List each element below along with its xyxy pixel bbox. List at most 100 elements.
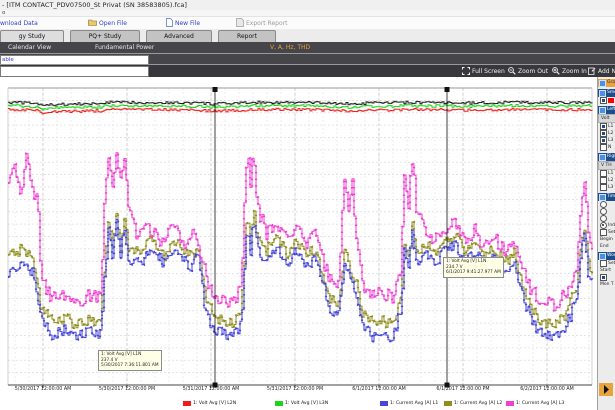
panel-label: Worl	[607, 252, 615, 260]
zoom-in-label: Zoom In	[562, 68, 587, 75]
checkbox[interactable]	[600, 123, 607, 130]
sidebar-check-row[interactable]: Set:	[598, 229, 615, 236]
full-screen-button[interactable]: Full Screen	[462, 66, 505, 77]
legend-label: 1: Volt Avg [V] L2N	[193, 401, 236, 406]
nav-fundamental-power[interactable]: Fundamental Power	[95, 42, 154, 53]
export-report-button[interactable]: Export Report	[236, 18, 287, 28]
folder-open-icon	[88, 18, 97, 28]
checkbox[interactable]	[600, 97, 607, 104]
legend-label: 1: Current Avg [A] L3	[516, 401, 564, 406]
sidebar-check-row[interactable]: Set:	[598, 260, 615, 267]
x-axis-label: 5/30/2017 12:00:00 PM	[95, 387, 159, 392]
radiobox[interactable]	[600, 201, 607, 208]
checkbox[interactable]	[600, 137, 607, 144]
tab-energy-study[interactable]: gy Study	[0, 30, 64, 42]
nav-calendar-view[interactable]: Calendar View	[8, 42, 51, 53]
cursor-tooltip-2: 1: Volt Avg [V] L1N 234.7 V 6/1/2017 9:4…	[443, 257, 504, 278]
checkbox[interactable]	[600, 260, 607, 267]
sidebar-panel-header[interactable]: Grap	[598, 79, 615, 87]
checkbox[interactable]	[600, 130, 607, 137]
panel-icon	[599, 107, 606, 114]
checkbox[interactable]	[600, 274, 607, 281]
radiobox[interactable]	[600, 222, 607, 229]
menu-bar[interactable]: o	[0, 10, 615, 17]
option-label: N	[608, 145, 611, 150]
sidebar-check-row[interactable]: L3	[598, 184, 615, 191]
sidebar-radio-row[interactable]	[598, 201, 615, 208]
sidebar-panel-header[interactable]: Time	[598, 193, 615, 201]
sidebar-radio-row[interactable]	[598, 215, 615, 222]
add-notes-button[interactable]: Add Notes	[588, 66, 615, 77]
zoom-out-label: Zoom Out	[518, 68, 548, 75]
sidebar-label: End	[598, 243, 615, 250]
checkbox[interactable]	[600, 144, 607, 151]
radiobox[interactable]	[600, 208, 607, 215]
legend-label: 1: Current Avg [A] L2	[454, 401, 502, 406]
tab-pq-study[interactable]: PQ+ Study	[70, 30, 140, 42]
cursor-handle-top[interactable]	[213, 87, 218, 92]
sidebar-label: Begin	[598, 236, 615, 243]
legend-item: 1: Volt Avg [V] L3N	[275, 399, 328, 407]
panel-label: Time	[607, 193, 615, 201]
zoom-out-icon	[508, 67, 516, 77]
sidebar-check-row[interactable]: L1	[598, 170, 615, 177]
add-notes-icon	[588, 67, 596, 77]
series-toggle-row[interactable]	[598, 97, 615, 104]
sidebar-check-row[interactable]: N	[598, 144, 615, 151]
sidebar-panel-header[interactable]: Left	[598, 106, 615, 114]
settings-sidebar[interactable]: GrapSmooLeftVoltL1L2L3NRighV THL1L2L3Tim…	[597, 77, 615, 410]
add-notes-label: Add Notes	[598, 68, 615, 75]
legend-color-swatch	[380, 401, 388, 406]
sidebar-check-row[interactable]: L1	[598, 123, 615, 130]
sidebar-panel-header[interactable]: Smoo	[598, 89, 615, 97]
panel-icon	[599, 80, 606, 87]
checkbox[interactable]	[600, 184, 607, 191]
tab-advanced[interactable]: Advanced	[146, 30, 212, 42]
chart-toolbar: Full Screen Zoom Out Zoom In Add Notes	[0, 64, 615, 78]
checkbox[interactable]	[600, 170, 607, 177]
sidebar-radio-row[interactable]: Ind	[598, 222, 615, 229]
window-title: - [ITM CONTACT_PDV07500_St Privat (SN 38…	[0, 0, 615, 10]
study-tab-bar: gy Study PQ+ Study Advanced Report	[0, 29, 615, 43]
sidebar-radio-row[interactable]	[598, 208, 615, 215]
new-file-button[interactable]: New File	[166, 18, 200, 28]
open-file-button[interactable]: Open File	[88, 18, 127, 28]
sidebar-panel-header[interactable]: Righ	[598, 153, 615, 161]
sidebar-panel-header[interactable]: Worl	[598, 252, 615, 260]
x-axis-label: 6/1/2017 12:00:00 PM	[431, 387, 495, 392]
tab-report[interactable]: Report	[218, 30, 276, 42]
option-label: L2	[608, 178, 613, 183]
sidebar-label: Start	[598, 267, 615, 274]
trend-chart[interactable]: 1: Volt Avg [V] L1N 237.4 V 5/30/2017 7:…	[0, 77, 597, 410]
legend-item: 1: Current Avg [A] L3	[506, 399, 564, 407]
legend-item: 1: Volt Avg [V] L2N	[183, 399, 236, 407]
scroll-right-button[interactable]	[599, 383, 613, 396]
x-axis-label: 5/31/2017 12:00:00 AM	[179, 387, 243, 392]
option-label: L1	[608, 124, 613, 129]
cursor-handle-top[interactable]	[445, 87, 450, 92]
sidebar-check-row[interactable]	[598, 274, 615, 281]
sidebar-check-row[interactable]: L2	[598, 177, 615, 184]
sidebar-check-row[interactable]: L2	[598, 130, 615, 137]
panel-label: Left	[607, 106, 615, 114]
legend-item: 1: Current Avg [A] L1	[380, 399, 438, 407]
main-toolbar: wnload Data Open File New File Export Re…	[0, 17, 615, 29]
series-markers	[8, 153, 592, 311]
option-label: Set:	[608, 261, 615, 266]
checkbox[interactable]	[600, 177, 607, 184]
checkbox[interactable]	[600, 229, 607, 236]
sidebar-check-row[interactable]: L3	[598, 137, 615, 144]
panel-icon	[599, 253, 606, 260]
secondary-selector-box[interactable]	[0, 66, 149, 77]
legend-item: 1: Current Avg [A] L2	[444, 399, 502, 407]
right-arrow-icon	[603, 385, 610, 394]
zoom-in-button[interactable]: Zoom In	[552, 66, 587, 77]
x-axis-label: 5/31/2017 12:00:00 PM	[263, 387, 327, 392]
legend-color-swatch	[183, 401, 191, 406]
view-nav-bar: Calendar View Fundamental Power V, A, Hz…	[0, 42, 615, 53]
radiobox[interactable]	[600, 215, 607, 222]
zoom-out-button[interactable]: Zoom Out	[508, 66, 548, 77]
nav-v-a-hz-thd[interactable]: V, A, Hz, THD	[270, 42, 310, 53]
cursor-tooltip-1: 1: Volt Avg [V] L1N 237.4 V 5/30/2017 7:…	[98, 350, 162, 371]
download-data-button[interactable]: wnload Data	[0, 18, 38, 28]
